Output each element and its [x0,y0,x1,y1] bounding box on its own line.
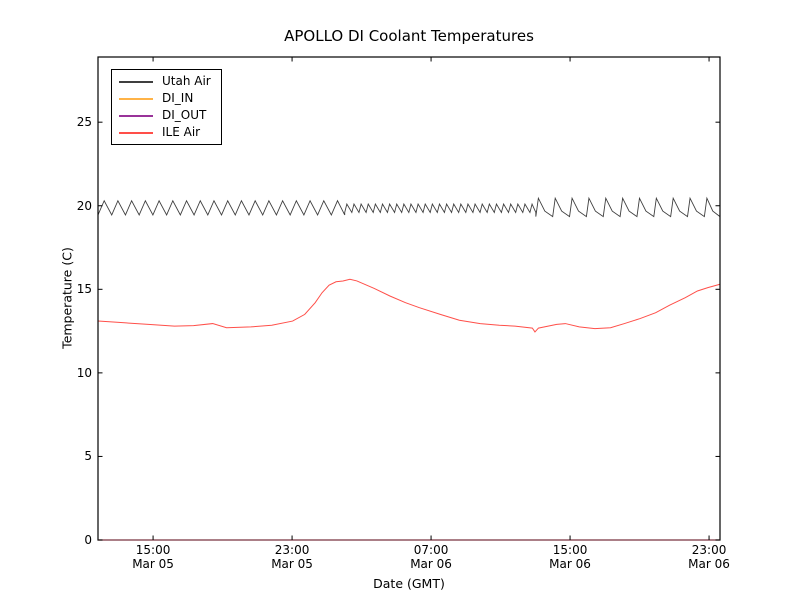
legend-line-sample [119,114,153,117]
legend-line-sample [119,80,153,83]
y-axis-label: Temperature (C) [59,247,75,349]
legend-label: ILE Air [162,125,201,139]
y-tick-label: 15 [76,282,92,297]
legend-row: Utah Air [119,73,211,90]
y-tick-label: 20 [76,198,92,213]
chart-title: APOLLO DI Coolant Temperatures [284,27,534,45]
legend-line-sample [119,131,153,134]
x-tick-label: 23:00 Mar 06 [669,543,749,571]
legend-row: ILE Air [119,124,211,141]
legend-label: DI_OUT [162,108,207,122]
y-tick-label: 0 [84,533,92,547]
legend-line-sample [119,97,153,100]
x-tick-label: 07:00 Mar 06 [391,543,471,571]
x-tick-label: 15:00 Mar 06 [530,543,610,571]
legend-row: DI_IN [119,90,211,107]
x-tick-label: 23:00 Mar 05 [252,543,332,571]
series-ile-air-line [97,278,721,333]
x-tick-time: 15:00 [552,543,588,557]
series-utah-air-line [97,196,721,218]
x-tick-date: Mar 05 [132,557,174,571]
x-tick-time: 07:00 [413,543,449,557]
x-tick-time: 23:00 [691,543,727,557]
x-tick-date: Mar 06 [549,557,591,571]
x-tick-date: Mar 06 [410,557,452,571]
y-tick-label: 25 [76,115,92,130]
y-tick-label: 5 [84,449,92,464]
legend-label: DI_IN [162,91,194,105]
x-tick-time: 15:00 [135,543,171,557]
x-tick-date: Mar 05 [271,557,313,571]
legend-label: Utah Air [162,74,211,88]
x-axis-label: Date (GMT) [373,576,445,591]
x-tick-time: 23:00 [274,543,310,557]
x-tick-date: Mar 06 [688,557,730,571]
legend: Utah Air DI_IN DI_OUT ILE Air [111,69,222,145]
y-tick-label: 10 [76,365,92,380]
legend-row: DI_OUT [119,107,211,124]
x-tick-label: 15:00 Mar 05 [113,543,193,571]
